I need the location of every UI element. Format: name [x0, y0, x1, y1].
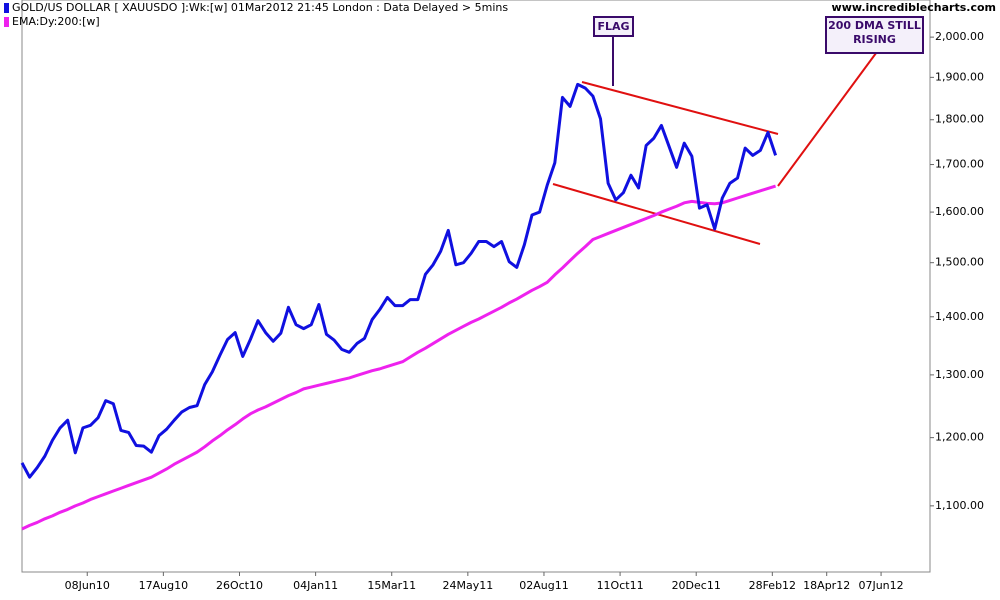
- x-tick-label: 18Apr12: [803, 579, 850, 592]
- annotation-box: [825, 16, 924, 54]
- source: www.incrediblecharts.com: [832, 1, 996, 14]
- x-tick-label: 02Aug11: [519, 579, 568, 592]
- y-tick-label: 1,800.00: [935, 113, 984, 126]
- annotation: FLAG: [597, 20, 629, 33]
- y-tick-label: 1,100.00: [935, 499, 984, 512]
- x-tick-label: 26Oct10: [216, 579, 263, 592]
- x-tick-label: 28Feb12: [749, 579, 796, 592]
- annotation: 200 DMA STILL RISING: [828, 19, 921, 46]
- y-tick-label: 2,000.00: [935, 30, 984, 43]
- x-tick-label: 15Mar11: [367, 579, 416, 592]
- flag-upper: [581, 81, 779, 135]
- y-tick-label: 1,900.00: [935, 70, 984, 83]
- legend-label: EMA:Dy:200:[w]: [12, 15, 100, 28]
- x-tick-label: 17Aug10: [139, 579, 188, 592]
- y-tick-label: 1,200.00: [935, 431, 984, 444]
- series-line: [21, 184, 777, 531]
- legend-swatch: [4, 17, 9, 27]
- annotation-box: [593, 16, 634, 37]
- y-tick-label: 1,300.00: [935, 368, 984, 381]
- x-tick-label: 07Jun12: [858, 579, 903, 592]
- x-tick-label: 08Jun10: [65, 579, 110, 592]
- x-tick-label: 24May11: [442, 579, 493, 592]
- annotation-wrap: 200 DMA STILL RISING: [828, 19, 921, 46]
- y-tick-label: 1,500.00: [935, 256, 984, 269]
- y-tick-label: 1,600.00: [935, 205, 984, 218]
- x-tick-label: 20Dec11: [672, 579, 721, 592]
- x-tick-label: 04Jan11: [293, 579, 338, 592]
- plot-frame: [21, 0, 931, 573]
- y-tick-label: 1,700.00: [935, 158, 984, 171]
- y-tick-label: 1,400.00: [935, 310, 984, 323]
- legend-swatch: [4, 3, 9, 13]
- series-line: [20, 82, 778, 479]
- rising-line: [777, 44, 883, 187]
- x-tick-label: 11Oct11: [597, 579, 644, 592]
- legend-label: GOLD/US DOLLAR [ XAUUSDO ]:Wk:[w] 01Mar2…: [12, 1, 508, 14]
